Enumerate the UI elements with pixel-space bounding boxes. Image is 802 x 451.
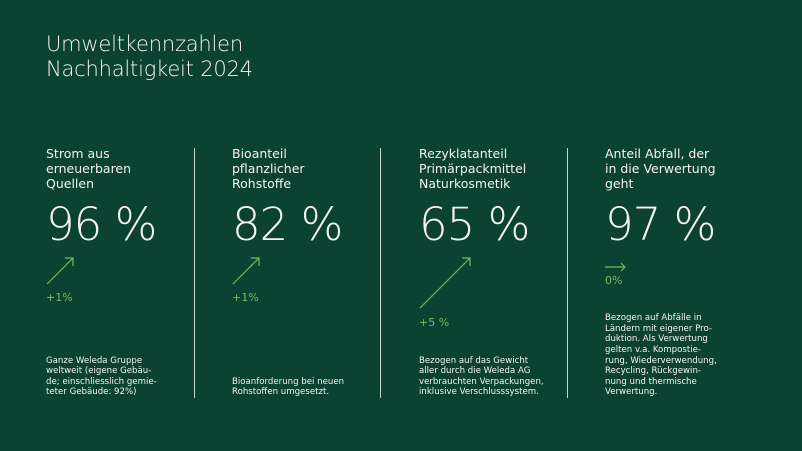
kpi-label: Bioanteil pflanzlicher Rohstoffe <box>232 146 305 191</box>
kpi-label: Anteil Abfall, der in die Verwertung geht <box>605 146 716 191</box>
note-line: verbrauchten Verpackungen, <box>419 376 544 387</box>
kpi-card: Bioanteil pflanzlicher Rohstoffe 82 % +1% Bio… <box>232 146 372 398</box>
page-title: Umweltkennzahlen Nachhaltigkeit 2024 <box>46 32 253 82</box>
note-line: de; einschliesslich gemie- <box>46 376 157 387</box>
kpi-value: 65 % <box>419 198 530 251</box>
arrow-right-icon <box>605 257 629 276</box>
arrow-up-right-icon <box>232 255 262 289</box>
note-line: inklusive Verschlusssystem. <box>419 387 539 398</box>
title-line: Umweltkennzahlen <box>46 32 244 56</box>
note-line: Ganze Weleda Gruppe <box>46 355 143 366</box>
kpi-note: Ganze Weleda Gruppe weltweit (eigene Gebä… <box>46 356 186 398</box>
label-line: in die Verwertung <box>605 161 716 176</box>
label-line: Primärpackmittel <box>419 161 527 176</box>
arrow-up-right-icon <box>46 255 76 289</box>
kpi-note: Bioanforderung bei neuen Rohstoffen umges… <box>232 377 372 398</box>
label-line: erneuerbaren <box>46 161 132 176</box>
kpi-value: 96 % <box>46 198 157 251</box>
kpi-card: Strom aus erneuerbaren Quellen 96 % +1% Ganze… <box>46 146 186 398</box>
label-line: Naturkosmetik <box>419 176 511 191</box>
divider <box>567 148 568 398</box>
label-line: Rohstoffe <box>232 176 292 191</box>
label-line: pflanzlicher <box>232 161 305 176</box>
kpi-value: 97 % <box>605 198 716 251</box>
note-line: Rohstoffen umgesetzt. <box>232 387 330 398</box>
kpi-label: Strom aus erneuerbaren Quellen <box>46 146 131 191</box>
divider <box>194 148 195 398</box>
divider <box>380 148 381 398</box>
note-line: Bezogen auf Abfälle in <box>605 313 702 324</box>
kpi-change: +1% <box>46 291 73 304</box>
label-line: Bioanteil <box>232 146 287 161</box>
note-line: gelten v.a. Kompostie- <box>605 345 702 356</box>
note-line: rung, Wiederverwendung, <box>605 355 717 366</box>
arrow-up-right-icon <box>419 255 473 313</box>
kpi-label: Rezyklatanteil Primärpackmittel Naturkosme… <box>419 146 526 191</box>
note-line: duktion. Als Verwertung <box>605 334 708 345</box>
label-line: Anteil Abfall, der <box>605 146 710 161</box>
note-line: Recycling, Rückgewin- <box>605 366 701 377</box>
note-line: Bezogen auf das Gewicht <box>419 355 529 366</box>
label-line: geht <box>605 176 634 191</box>
label-line: Strom aus <box>46 146 110 161</box>
label-line: Rezyklatanteil <box>419 146 508 161</box>
kpi-card: Anteil Abfall, der in die Verwertung geht 9… <box>605 146 745 398</box>
kpi-value: 82 % <box>232 198 343 251</box>
kpi-change: +5 % <box>419 316 450 329</box>
kpi-note: Bezogen auf das Gewicht aller durch die W… <box>419 356 559 398</box>
note-line: teter Gebäude: 92%) <box>46 387 137 398</box>
note-line: weltweit (eigene Gebäu- <box>46 366 152 377</box>
note-line: Bioanforderung bei neuen <box>232 376 345 387</box>
note-line: aller durch die Weleda AG <box>419 366 531 377</box>
note-line: nung und thermische <box>605 376 697 387</box>
title-line: Nachhaltigkeit 2024 <box>46 57 253 81</box>
label-line: Quellen <box>46 176 95 191</box>
note-line: Ländern mit eigener Pro- <box>605 323 712 334</box>
kpi-card: Rezyklatanteil Primärpackmittel Naturkosme… <box>419 146 559 398</box>
kpi-note: Bezogen auf Abfälle in Ländern mit eigene… <box>605 313 745 398</box>
note-line: Verwertung. <box>605 387 658 398</box>
kpi-change: 0% <box>605 274 623 287</box>
kpi-change: +1% <box>232 291 259 304</box>
